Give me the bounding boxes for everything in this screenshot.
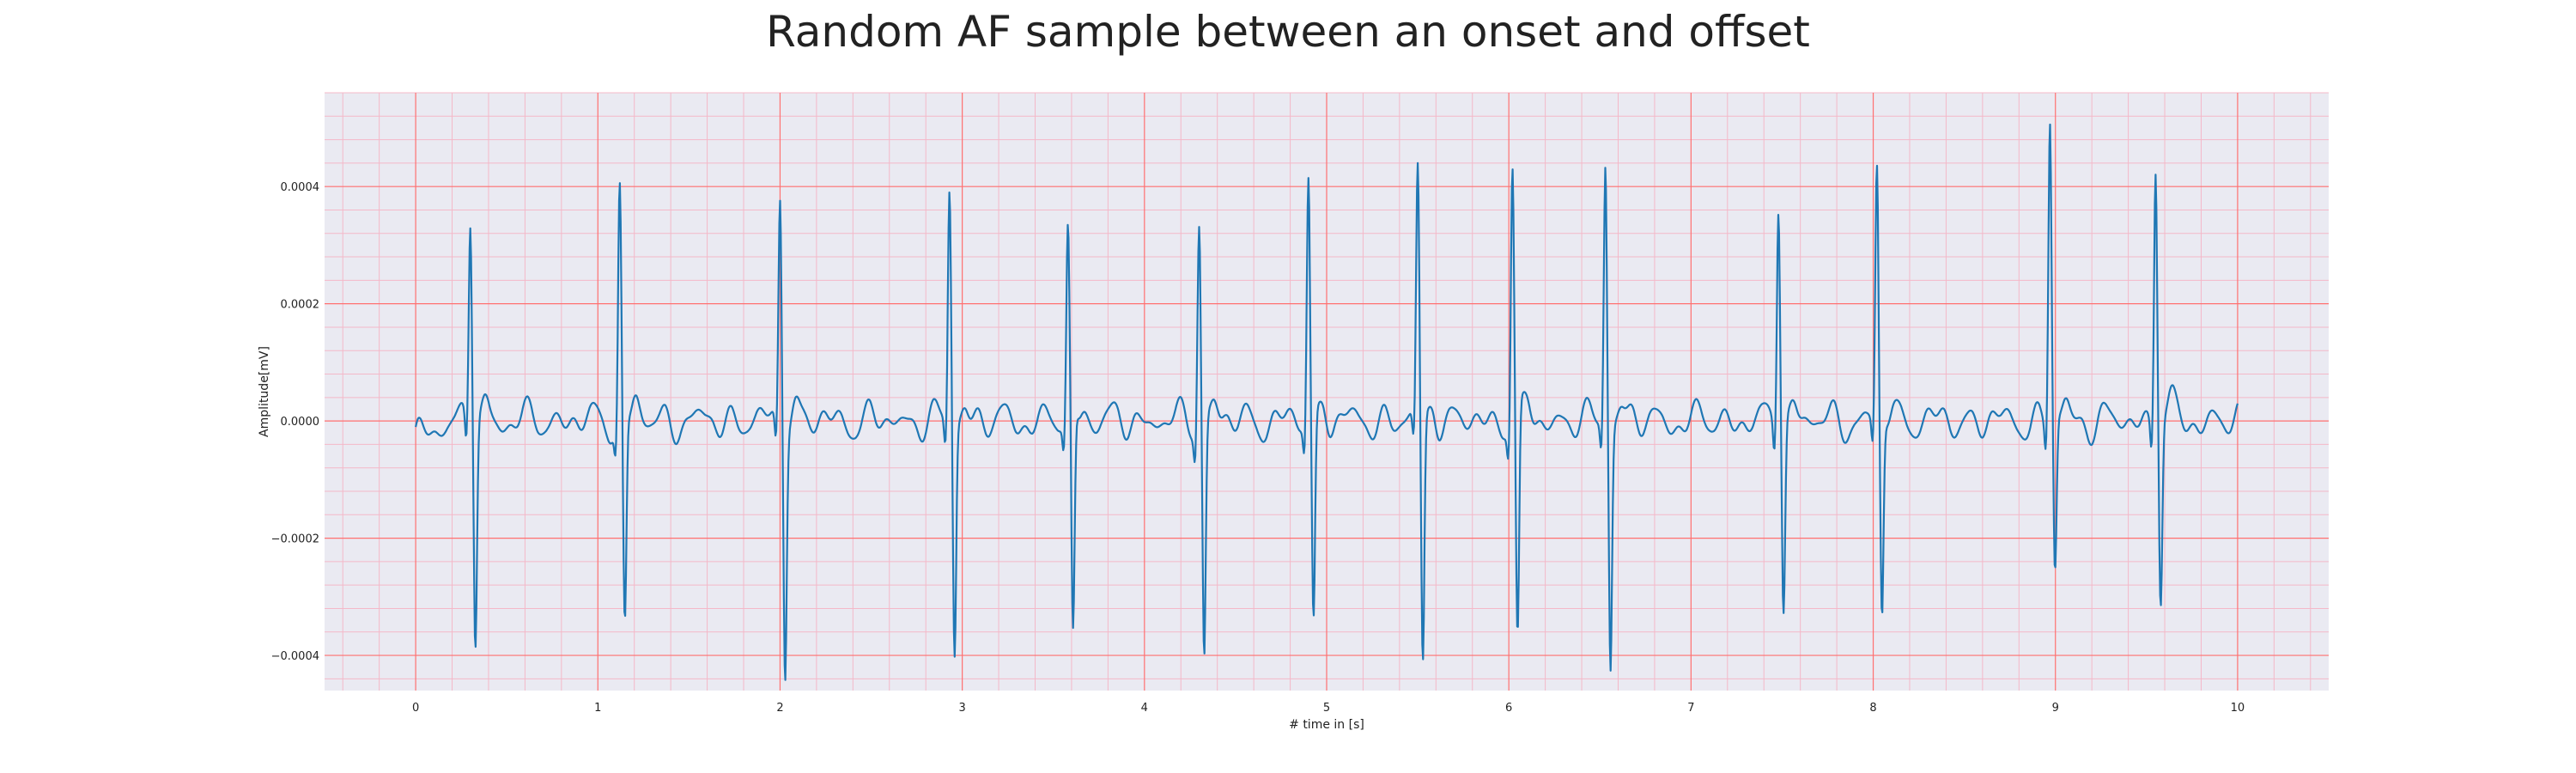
chart-title: Random AF sample between an onset and of…: [766, 7, 1810, 57]
y-tick-label: 0.0004: [281, 181, 320, 194]
x-tick-label: 4: [1141, 702, 1148, 715]
y-tick-label: 0.0002: [281, 299, 320, 312]
y-axis-ticks: −0.0004 −0.0002 0.0000 0.0002 0.0004: [271, 181, 319, 663]
y-tick-label: −0.0004: [271, 650, 319, 663]
x-tick-label: 5: [1323, 702, 1330, 715]
x-axis-label: # time in [s]: [1289, 718, 1364, 732]
x-tick-label: 0: [412, 702, 419, 715]
y-tick-label: 0.0000: [281, 416, 320, 429]
x-tick-label: 1: [594, 702, 601, 715]
ecg-signal-line: [415, 123, 2239, 681]
x-tick-label: 9: [2052, 702, 2059, 715]
x-tick-label: 6: [1505, 702, 1512, 715]
x-tick-label: 3: [958, 702, 965, 715]
x-tick-label: 10: [2231, 702, 2245, 715]
y-axis-label: Amplitude[mV]: [258, 346, 271, 437]
x-tick-label: 2: [776, 702, 783, 715]
x-axis-ticks: 0 1 2 3 4 5 6 7 8 9 10: [412, 702, 2245, 715]
major-grid: [325, 93, 2329, 691]
y-tick-label: −0.0002: [271, 533, 319, 546]
x-tick-label: 7: [1687, 702, 1694, 715]
x-tick-label: 8: [1869, 702, 1876, 715]
